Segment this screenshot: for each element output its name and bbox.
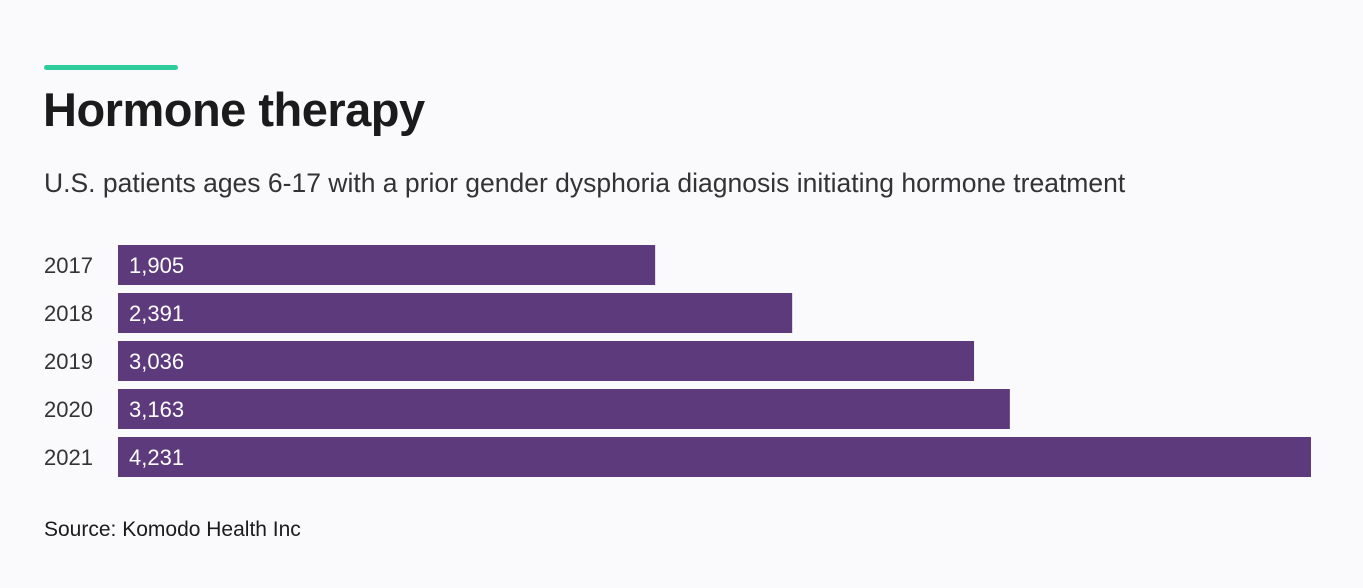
bar-value-label: 3,036	[129, 349, 184, 374]
bar	[118, 437, 1311, 477]
accent-rule	[44, 65, 178, 70]
bar-value-label: 4,231	[129, 445, 184, 470]
bar-value-label: 3,163	[129, 397, 184, 422]
bar-value-label: 1,905	[129, 253, 184, 278]
bar	[118, 389, 1010, 429]
bar	[118, 245, 656, 285]
category-label: 2017	[44, 253, 93, 278]
category-label: 2018	[44, 301, 93, 326]
bar	[118, 341, 975, 381]
category-label: 2021	[44, 445, 93, 470]
category-label: 2020	[44, 397, 93, 422]
chart-title: Hormone therapy	[43, 83, 425, 136]
bar-value-label: 2,391	[129, 301, 184, 326]
source-note: Source: Komodo Health Inc	[44, 518, 301, 541]
bar	[118, 293, 793, 333]
chart-subtitle: U.S. patients ages 6-17 with a prior gen…	[44, 168, 1126, 198]
category-label: 2019	[44, 349, 93, 374]
bar-chart: 2017 1,905 2018 2,391 2019 3,036 2020 3,163 2021…	[44, 245, 1311, 477]
